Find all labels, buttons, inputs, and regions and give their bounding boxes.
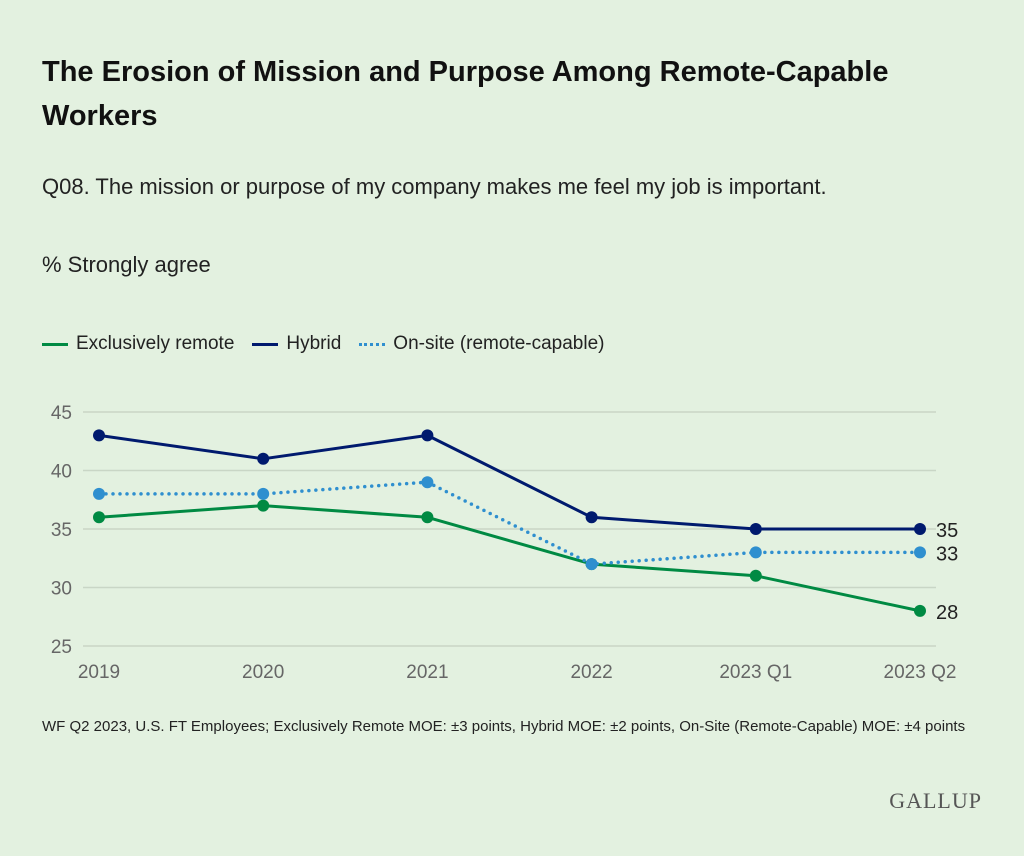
- data-point: [421, 429, 434, 442]
- y-tick-label: 45: [51, 403, 72, 424]
- series-line-0: [98, 504, 921, 613]
- data-point: [257, 499, 270, 512]
- data-point: [257, 487, 270, 500]
- gallup-logo: GALLUP: [889, 788, 982, 813]
- x-tick-label: 2019: [78, 662, 120, 683]
- data-point: [585, 511, 598, 524]
- x-tick-label: 2023 Q2: [884, 662, 957, 683]
- x-tick-label: 2023 Q1: [719, 662, 792, 683]
- end-value-label: 28: [936, 602, 958, 624]
- data-point: [914, 604, 926, 617]
- end-value-label: 33: [936, 543, 958, 565]
- legend-label: Hybrid: [286, 333, 342, 354]
- data-point: [93, 429, 105, 442]
- data-point: [421, 511, 434, 524]
- legend-item-onsite: On-site (remote-capable): [359, 333, 605, 355]
- legend-swatch: [252, 342, 279, 346]
- data-point: [257, 452, 270, 465]
- x-tick-label: 2022: [570, 662, 612, 683]
- series-line-2: [97, 480, 922, 566]
- legend-label: Exclusively remote: [76, 333, 235, 354]
- end-value-label: 35: [936, 520, 958, 542]
- legend-swatch: [42, 342, 68, 346]
- data-point: [749, 523, 762, 535]
- data-point: [93, 487, 105, 500]
- data-point: [93, 511, 105, 524]
- data-point: [749, 546, 762, 559]
- legend-swatch: [359, 342, 386, 346]
- legend-item-remote: Exclusively remote: [42, 333, 234, 355]
- legend-label: On-site (remote-capable): [393, 333, 605, 354]
- y-tick-label: 40: [51, 462, 72, 483]
- y-tick-label: 30: [51, 579, 72, 600]
- data-point: [749, 569, 762, 582]
- x-tick-label: 2020: [242, 662, 284, 683]
- source-note: WF Q2 2023, U.S. FT Employees; Exclusive…: [42, 718, 966, 735]
- unit-label: % Strongly agree: [42, 252, 211, 277]
- chart-title: The Erosion of Mission and Purpose Among…: [42, 56, 889, 132]
- data-point: [585, 558, 598, 571]
- y-tick-label: 25: [51, 637, 72, 658]
- data-point: [914, 523, 926, 535]
- series-line-1: [98, 433, 920, 531]
- legend-item-hybrid: Hybrid: [252, 333, 341, 355]
- data-point: [421, 476, 434, 489]
- data-point: [914, 546, 926, 559]
- chart-subtitle: Q08. The mission or purpose of my compan…: [42, 174, 827, 199]
- legend: Exclusively remote Hybrid On-site (remot…: [42, 333, 605, 355]
- x-tick-label: 2021: [406, 662, 448, 683]
- y-tick-label: 35: [51, 520, 72, 541]
